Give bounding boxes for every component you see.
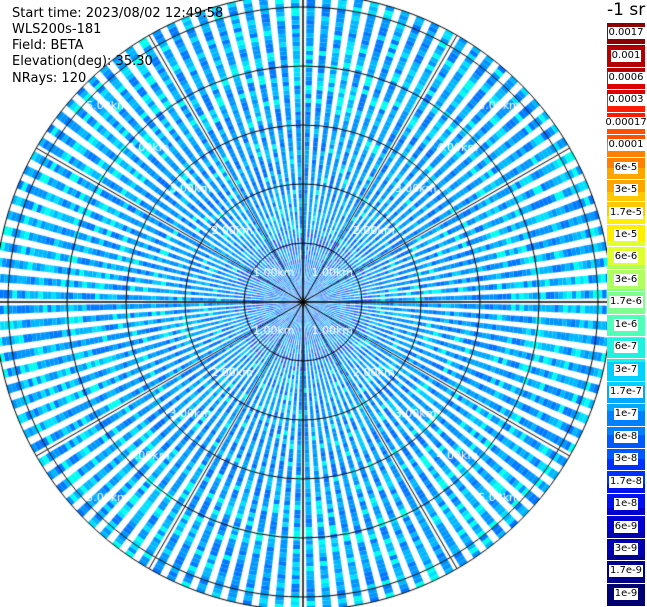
ppi-plot [0, 0, 607, 607]
colorbar-row: 3e-8 [607, 448, 645, 470]
colorbar-row: 3e-9 [607, 538, 645, 560]
colorbar-divider [607, 156, 645, 158]
colorbar-tick-label: 1e-6 [613, 318, 639, 331]
colorbar-tick-label: 0.0001 [607, 139, 645, 152]
colorbar-tick-label: 3e-9 [613, 542, 639, 555]
colorbar-row: 1.7e-8 [607, 470, 645, 492]
colorbar-divider [607, 582, 645, 584]
colorbar-divider [607, 223, 645, 225]
colorbar-tick-label: 6e-8 [613, 430, 639, 443]
colorbar-tick-label: 0.001 [610, 49, 642, 62]
colorbar-tick-label: 1.7e-9 [608, 565, 644, 578]
colorbar-divider [607, 111, 645, 113]
colorbar-row: 1e-8 [607, 493, 645, 515]
colorbar-divider [607, 515, 645, 517]
colorbar-row: 3e-6 [607, 269, 645, 291]
colorbar-tick-label: 1e-8 [613, 498, 639, 511]
colorbar-row: 6e-6 [607, 246, 645, 268]
instrument-label: WLS200s-181 [12, 22, 102, 37]
colorbar-row: 1.7e-9 [607, 560, 645, 582]
colorbar-tick-label: 0.00017 [604, 116, 647, 129]
colorbar-row: 0.0006 [607, 67, 645, 89]
colorbar-row: 0.0001 [607, 134, 645, 156]
colorbar-tick-label: 1e-9 [613, 587, 639, 600]
colorbar-row: 1e-6 [607, 314, 645, 336]
colorbar-row: 1e-7 [607, 403, 645, 425]
colorbar-divider [607, 201, 645, 203]
colorbar-divider [607, 537, 645, 539]
colorbar-row: 1.7e-5 [607, 201, 645, 223]
colorbar-tick-label: 0.0006 [607, 72, 645, 85]
colorbar-tick-label: 3e-6 [613, 273, 639, 286]
colorbar-row: 1.7e-7 [607, 381, 645, 403]
colorbar-row: 1e-5 [607, 224, 645, 246]
colorbar-tick-label: 3e-5 [613, 184, 639, 197]
colorbar-divider [607, 380, 645, 382]
colorbar-divider [607, 560, 645, 562]
colorbar-divider [607, 291, 645, 293]
colorbar-row: 1.7e-6 [607, 291, 645, 313]
colorbar-tick-label: 6e-5 [613, 161, 639, 174]
units-label: -1 sr [607, 0, 646, 20]
colorbar-tick-label: 3e-7 [613, 363, 639, 376]
colorbar-row: 6e-7 [607, 336, 645, 358]
colorbar-tick-label: 6e-7 [613, 341, 639, 354]
colorbar-divider [607, 22, 645, 23]
colorbar-divider [607, 246, 645, 248]
colorbar-divider [607, 358, 645, 360]
colorbar-divider [607, 335, 645, 337]
elevation-label: Elevation(deg): 35.30 [12, 54, 153, 69]
colorbar-divider [607, 66, 645, 68]
colorbar-row: 0.001 [607, 44, 645, 66]
colorbar-row: 1e-9 [607, 583, 645, 605]
colorbar-divider [607, 178, 645, 180]
colorbar-divider [607, 89, 645, 91]
colorbar-divider [607, 403, 645, 405]
colorbar-divider [607, 448, 645, 450]
colorbar-tick-label: 1e-5 [613, 229, 639, 241]
colorbar-row: 6e-9 [607, 515, 645, 537]
colorbar-tick-label: 0.0003 [607, 94, 645, 107]
colorbar-tick-label: 6e-9 [613, 520, 639, 533]
colorbar-tick-label: 1.7e-6 [608, 296, 644, 309]
colorbar-tick-label: 6e-6 [613, 251, 639, 264]
start-time-label: Start time: 2023/08/02 12:49:58 [12, 6, 224, 21]
colorbar-tick-label: 1.7e-7 [608, 385, 644, 398]
colorbar-tick-label: 0.0017 [607, 27, 645, 40]
colorbar-row: 3e-7 [607, 358, 645, 380]
colorbar-divider [607, 470, 645, 472]
colorbar-divider [607, 44, 645, 46]
colorbar-divider [607, 492, 645, 494]
colorbar-row: 0.00017 [604, 112, 647, 134]
colorbar-divider [607, 268, 645, 270]
colorbar-divider [607, 425, 645, 427]
colorbar-row: 0.0003 [607, 89, 645, 111]
nrays-label: NRays: 120 [12, 71, 87, 86]
colorbar-tick-label: 1e-7 [613, 408, 639, 421]
colorbar-tick-label: 1.7e-5 [608, 206, 644, 219]
colorbar-tick-label: 3e-8 [613, 453, 639, 466]
colorbar-tick-label: 1.7e-8 [608, 475, 644, 488]
colorbar-row: 6e-5 [607, 157, 645, 179]
colorbar-divider [607, 313, 645, 315]
colorbar-row: 6e-8 [607, 426, 645, 448]
colorbar: 0.0017 0.001 0.0006 0.0003 0.00017 0.0001 6e-5… [604, 22, 647, 606]
colorbar-divider [607, 134, 645, 136]
colorbar-row: 3e-5 [607, 179, 645, 201]
field-label: Field: BETA [12, 38, 84, 53]
colorbar-row: 0.0017 [607, 22, 645, 44]
